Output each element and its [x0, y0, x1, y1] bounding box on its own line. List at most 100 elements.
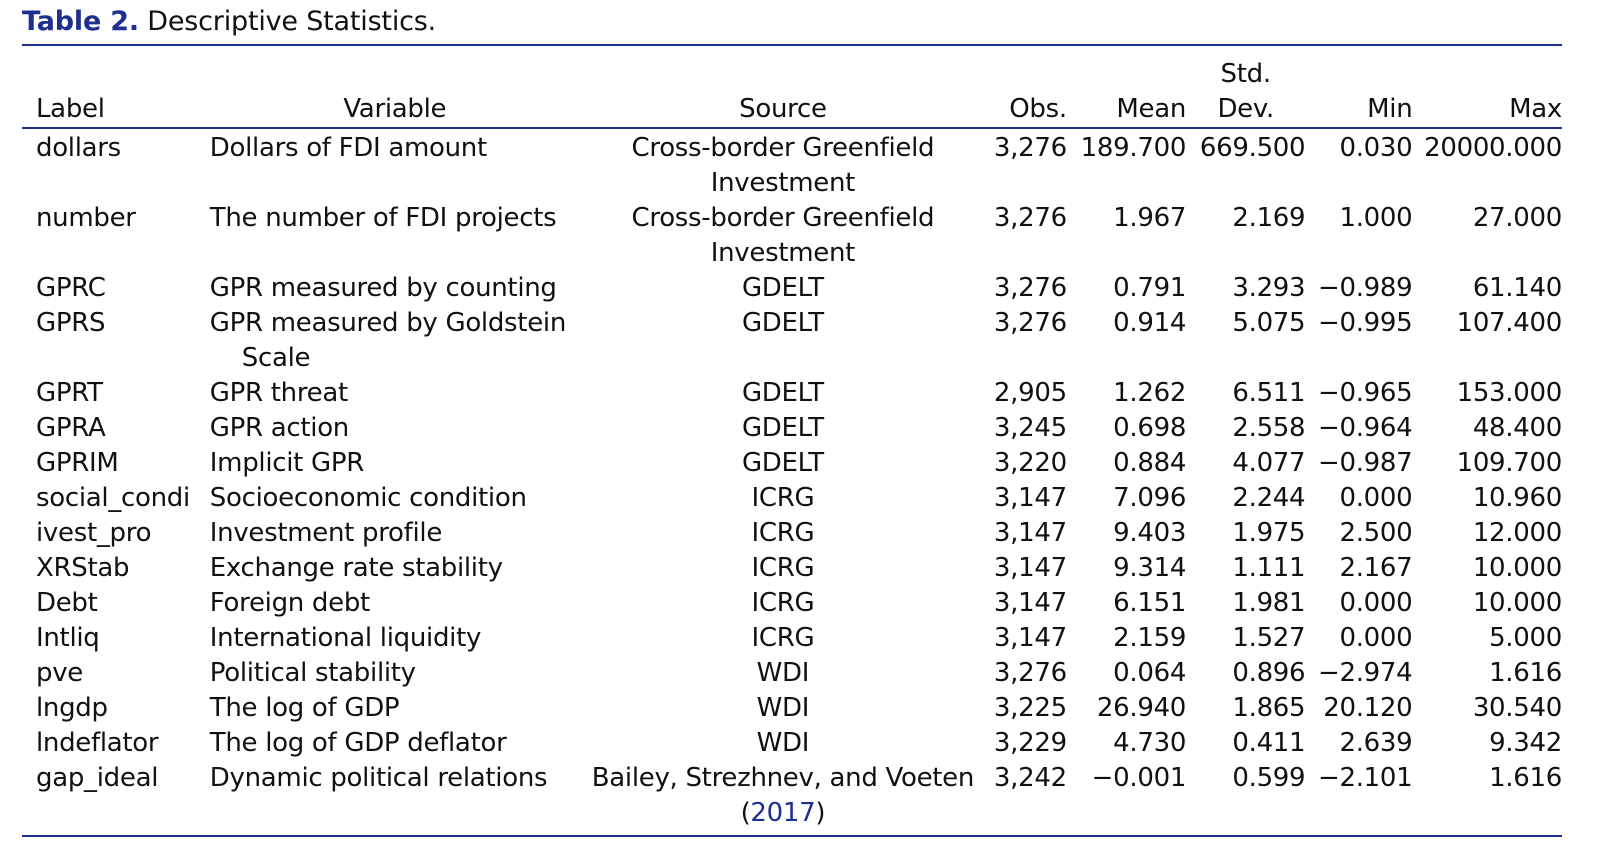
row-std-dev: 669.500: [1199, 133, 1306, 163]
table-caption: Table 2. Descriptive Statistics.: [22, 4, 436, 40]
row-min: −0.964: [1317, 413, 1413, 443]
row-max: 30.540: [1472, 693, 1562, 723]
table-body: dollars Dollars of FDI amount Cross-border…: [22, 127, 1562, 831]
row-obs: 3,147: [993, 483, 1067, 513]
table-row: GPRT GPR threat GDELT 2,905 1.262 6.511 −0.965…: [22, 376, 1562, 411]
row-std-dev: 5.075: [1232, 308, 1306, 338]
caption-title: Descriptive Statistics.: [147, 6, 437, 37]
row-mean: 6.151: [1113, 588, 1187, 618]
table-row: GPRC GPR measured by counting GDELT 3,276 0.…: [22, 271, 1562, 306]
row-max: 10.960: [1472, 483, 1562, 513]
row-std-dev: 0.411: [1232, 728, 1306, 758]
row-label: GPRT: [36, 378, 103, 408]
row-mean: 7.096: [1113, 483, 1187, 513]
row-min: 2.639: [1339, 728, 1413, 758]
table-row: GPRA GPR action GDELT 3,245 0.698 2.558 −0.964…: [22, 411, 1562, 446]
row-max: 9.342: [1489, 728, 1562, 758]
row-source: ICRG: [580, 481, 986, 516]
row-variable-text: Socioeconomic condition: [209, 483, 527, 513]
row-min: −2.974: [1317, 658, 1413, 688]
row-source-text: ICRG: [751, 588, 815, 618]
row-source: Bailey, Strezhnev, and Voeten (2017): [580, 761, 986, 831]
row-max: 12.000: [1472, 518, 1562, 548]
row-std-dev: 1.527: [1232, 623, 1306, 653]
row-source-text: Bailey, Strezhnev, and Voeten: [591, 763, 975, 793]
row-variable: GPR measured by counting: [196, 271, 580, 306]
row-variable: Foreign debt: [196, 586, 580, 621]
row-max: 1.616: [1489, 658, 1562, 688]
row-max: 48.400: [1472, 413, 1562, 443]
row-source-text: Cross-border Greenfield: [631, 133, 935, 163]
row-mean: 9.403: [1113, 518, 1187, 548]
row-source-text: ICRG: [751, 553, 815, 583]
row-min: 2.167: [1339, 553, 1413, 583]
row-source-text: ICRG: [751, 623, 815, 653]
row-label: GPRIM: [36, 448, 119, 478]
citation-year-link[interactable]: 2017: [750, 798, 816, 828]
table-row: ivest_pro Investment profile ICRG 3,147 9.40…: [22, 516, 1562, 551]
header-variable: Variable: [343, 94, 447, 124]
row-source-continued: Investment: [710, 168, 856, 198]
row-mean: 26.940: [1096, 693, 1187, 723]
row-variable-text: GPR action: [209, 413, 350, 443]
row-min: 0.000: [1339, 483, 1413, 513]
row-min: 0.000: [1339, 588, 1413, 618]
row-std-dev: 1.111: [1232, 553, 1306, 583]
row-std-dev: 2.244: [1232, 483, 1306, 513]
row-variable: GPR measured by Goldstein Scale: [196, 306, 580, 376]
row-variable-text: GPR threat: [209, 378, 348, 408]
row-max: 109.700: [1456, 448, 1563, 478]
row-mean: 0.884: [1113, 448, 1187, 478]
caption-label: Table 2.: [22, 6, 139, 37]
row-obs: 3,147: [993, 623, 1067, 653]
row-source-text: WDI: [756, 728, 810, 758]
table-row: lndeflator The log of GDP deflator WDI 3,22…: [22, 726, 1562, 761]
row-variable: GPR action: [196, 411, 580, 446]
row-variable: Dollars of FDI amount: [196, 127, 580, 201]
row-obs: 3,276: [993, 658, 1067, 688]
row-mean: 189.700: [1080, 133, 1187, 163]
row-std-dev: 0.599: [1232, 763, 1306, 793]
row-source-continued: Investment: [710, 238, 856, 268]
row-variable-text: International liquidity: [209, 623, 482, 653]
row-min: 0.000: [1339, 623, 1413, 653]
header-obs: Obs.: [1009, 94, 1067, 124]
row-obs: 3,276: [993, 133, 1067, 163]
row-max: 61.140: [1472, 273, 1562, 303]
row-obs: 3,229: [993, 728, 1067, 758]
row-source: Cross-border Greenfield Investment: [580, 201, 986, 271]
row-obs: 3,147: [993, 588, 1067, 618]
row-obs: 3,245: [993, 413, 1067, 443]
row-variable-text: The log of GDP deflator: [209, 728, 507, 758]
row-mean: 9.314: [1113, 553, 1187, 583]
row-obs: 3,276: [993, 308, 1067, 338]
row-variable-text: Dollars of FDI amount: [209, 133, 487, 163]
row-obs: 3,147: [993, 553, 1067, 583]
row-source-text: GDELT: [741, 308, 824, 338]
row-variable: International liquidity: [196, 621, 580, 656]
citation-close-paren: ): [815, 798, 826, 828]
table-row: number The number of FDI projects Cross-bo…: [22, 201, 1562, 271]
row-variable: Investment profile: [196, 516, 580, 551]
row-mean: 0.791: [1113, 273, 1187, 303]
row-max: 27.000: [1472, 203, 1562, 233]
row-min: −0.965: [1317, 378, 1413, 408]
row-label: dollars: [36, 133, 121, 163]
row-max: 153.000: [1456, 378, 1563, 408]
row-mean: 0.698: [1113, 413, 1187, 443]
row-std-dev: 1.975: [1232, 518, 1306, 548]
row-variable: GPR threat: [196, 376, 580, 411]
row-variable-text: Foreign debt: [209, 588, 370, 618]
row-source-text: GDELT: [741, 273, 824, 303]
row-source-text: Cross-border Greenfield: [631, 203, 935, 233]
row-max: 10.000: [1472, 588, 1562, 618]
row-label: XRStab: [36, 553, 130, 583]
row-mean: 0.064: [1113, 658, 1187, 688]
row-source-text: GDELT: [741, 378, 824, 408]
row-source: GDELT: [580, 306, 986, 376]
row-label: Intliq: [36, 623, 100, 653]
row-variable: Socioeconomic condition: [196, 481, 580, 516]
row-min: −0.989: [1317, 273, 1413, 303]
table-row: GPRS GPR measured by Goldstein Scale GDELT 3…: [22, 306, 1562, 376]
row-label: lngdp: [36, 693, 108, 723]
